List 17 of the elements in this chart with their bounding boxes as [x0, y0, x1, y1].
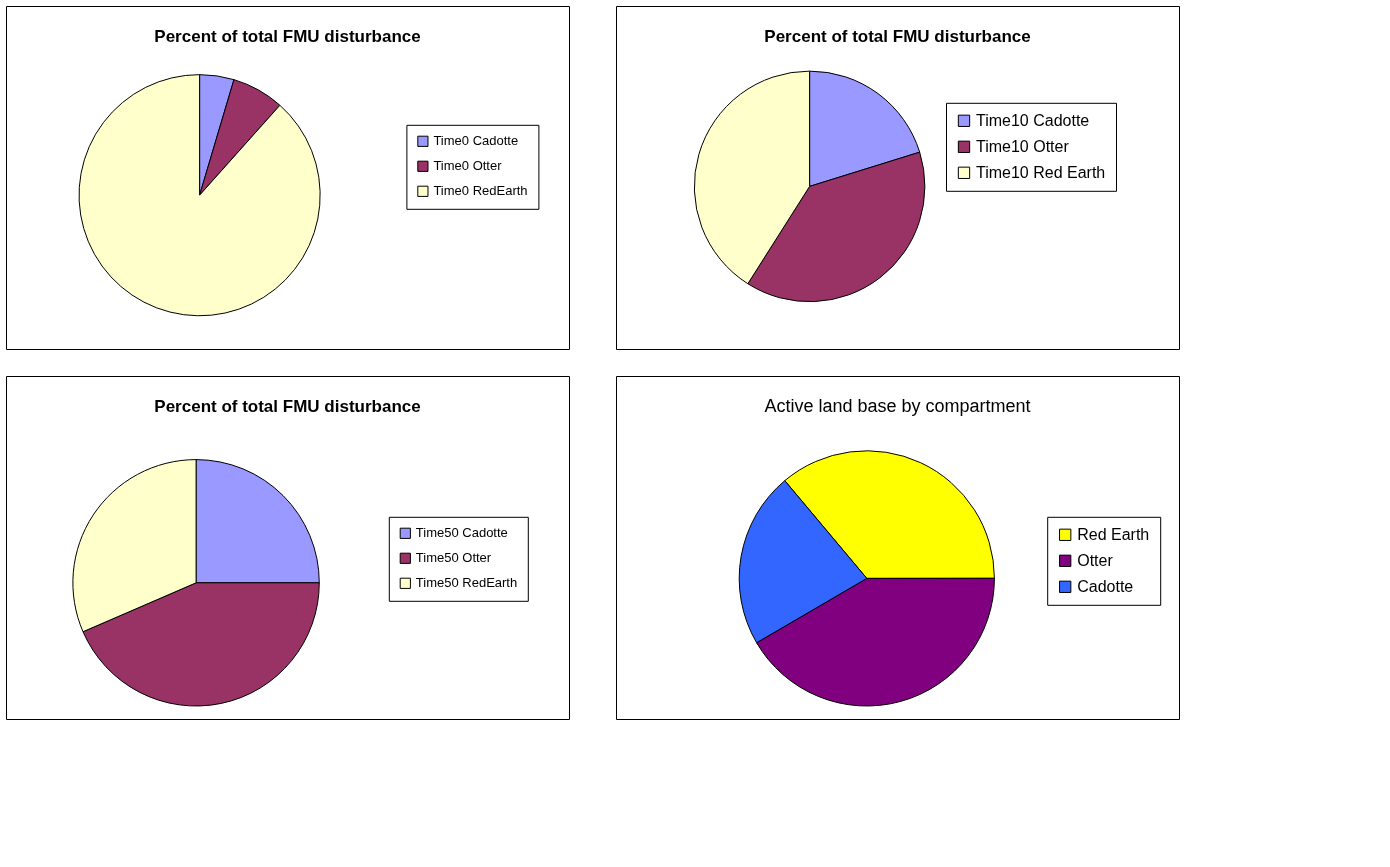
chart-title: Percent of total FMU disturbance — [154, 27, 421, 46]
legend-label: Time10 Cadotte — [976, 111, 1090, 129]
legend-label: Time0 Cadotte — [433, 133, 519, 149]
legend-label: Time50 Cadotte — [415, 525, 508, 541]
chart-title: Percent of total FMU disturbance — [154, 397, 421, 416]
chart-title: Active land base by compartment — [764, 396, 1031, 416]
legend-label: Cadotte — [1077, 577, 1134, 595]
legend-label: Time10 Otter — [976, 137, 1070, 155]
legend-label: Time0 RedEarth — [433, 183, 528, 199]
legend-label: Time10 Red Earth — [976, 163, 1106, 181]
legend-label: Otter — [1077, 551, 1114, 569]
legend-label: Time50 Otter — [415, 550, 492, 566]
pie-slice — [78, 74, 321, 317]
legend-label: Time50 RedEarth — [415, 575, 518, 591]
legend-label: Red Earth — [1077, 525, 1150, 543]
chart-title: Percent of total FMU disturbance — [764, 27, 1031, 46]
legend-label: Time0 Otter — [433, 158, 503, 174]
